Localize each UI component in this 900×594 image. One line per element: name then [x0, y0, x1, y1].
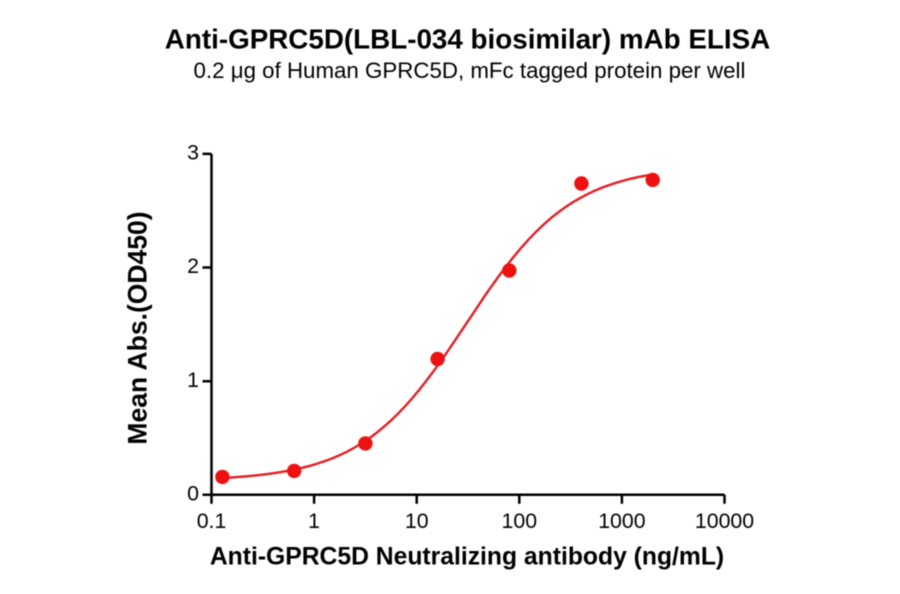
svg-text:0: 0 — [187, 482, 199, 506]
svg-text:0.2 μg of Human GPRC5D, mFc ta: 0.2 μg of Human GPRC5D, mFc tagged prote… — [194, 58, 746, 83]
svg-text:1: 1 — [187, 368, 199, 392]
svg-text:3: 3 — [187, 141, 199, 165]
svg-text:2: 2 — [187, 254, 199, 278]
svg-text:10000: 10000 — [695, 509, 754, 533]
svg-text:1000: 1000 — [598, 509, 646, 533]
svg-text:10: 10 — [405, 509, 429, 533]
svg-text:1: 1 — [308, 509, 320, 533]
svg-text:100: 100 — [502, 509, 538, 533]
svg-text:Anti-GPRC5D(LBL-034 biosimilar: Anti-GPRC5D(LBL-034 biosimilar) mAb ELIS… — [165, 24, 770, 55]
svg-text:Anti-GPRC5D Neutralizing antib: Anti-GPRC5D Neutralizing antibody (ng/mL… — [210, 544, 724, 571]
svg-text:0.1: 0.1 — [197, 509, 227, 533]
svg-text:Mean Abs.(OD450): Mean Abs.(OD450) — [123, 211, 153, 444]
